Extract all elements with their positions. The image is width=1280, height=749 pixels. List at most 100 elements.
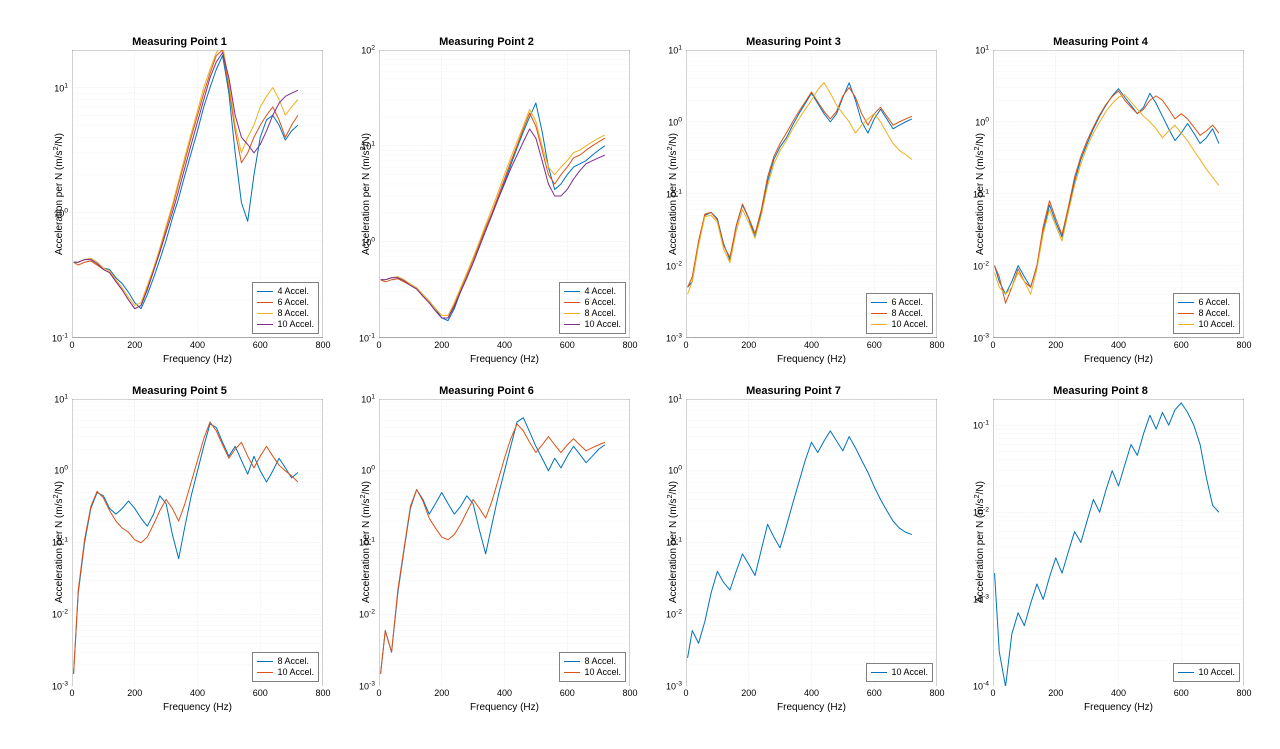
legend: 8 Accel.10 Accel. — [559, 652, 626, 682]
x-tick-label: 400 — [497, 686, 512, 698]
y-tick-label: 101 — [361, 393, 379, 404]
panel-7: Measuring Point 7Acceleration per N (m/s… — [650, 385, 937, 714]
legend-label: 10 Accel. — [891, 667, 928, 678]
y-tick-label: 10-2 — [666, 609, 686, 620]
legend-entry: 10 Accel. — [1178, 319, 1235, 330]
x-axis-label: Frequency (Hz) — [72, 702, 323, 713]
x-tick-label: 0 — [69, 686, 74, 698]
legend-label: 6 Accel. — [584, 297, 616, 308]
legend-label: 8 Accel. — [891, 308, 923, 319]
x-tick-label: 200 — [127, 338, 142, 350]
y-tick-label: 100 — [668, 465, 686, 476]
x-tick-label: 800 — [929, 686, 944, 698]
y-tick-label: 10-3 — [973, 593, 993, 604]
legend-label: 10 Accel. — [277, 319, 314, 330]
legend-entry: 10 Accel. — [257, 319, 314, 330]
plot-svg — [379, 399, 630, 687]
legend-label: 10 Accel. — [277, 667, 314, 678]
x-tick-label: 800 — [929, 338, 944, 350]
legend-swatch — [257, 302, 273, 303]
legend: 6 Accel.8 Accel.10 Accel. — [866, 293, 933, 333]
legend-label: 10 Accel. — [584, 667, 621, 678]
legend-label: 6 Accel. — [1198, 297, 1230, 308]
legend-label: 8 Accel. — [1198, 308, 1230, 319]
legend-label: 6 Accel. — [891, 297, 923, 308]
axes: Acceleration per N (m/s2/N)10-310-210-11… — [379, 399, 630, 687]
legend-label: 4 Accel. — [584, 286, 616, 297]
y-axis-label: Acceleration per N (m/s2/N) — [51, 133, 65, 255]
legend-swatch — [871, 672, 887, 673]
plot-svg — [686, 399, 937, 687]
legend-label: 6 Accel. — [277, 297, 309, 308]
axes: Acceleration per N (m/s2/N)10-1100101020… — [72, 50, 323, 338]
x-tick-label: 200 — [434, 338, 449, 350]
x-tick-label: 0 — [376, 686, 381, 698]
x-axis-label: Frequency (Hz) — [379, 702, 630, 713]
legend-label: 10 Accel. — [1198, 319, 1235, 330]
x-tick-label: 400 — [190, 686, 205, 698]
y-tick-label: 101 — [975, 45, 993, 56]
x-axis-label: Frequency (Hz) — [993, 702, 1244, 713]
y-axis-label: Acceleration per N (m/s2/N) — [972, 481, 986, 603]
legend-entry: 4 Accel. — [564, 286, 621, 297]
y-tick-label: 10-1 — [973, 419, 993, 430]
y-tick-label: 101 — [668, 45, 686, 56]
legend: 4 Accel.6 Accel.8 Accel.10 Accel. — [252, 282, 319, 333]
axes: Acceleration per N (m/s2/N)10-310-210-11… — [993, 50, 1244, 338]
panel-title: Measuring Point 3 — [650, 36, 937, 48]
legend-swatch — [564, 302, 580, 303]
legend-entry: 6 Accel. — [257, 297, 314, 308]
axes: Acceleration per N (m/s2/N)10-1100101102… — [379, 50, 630, 338]
panel-1: Measuring Point 1 Acceleration per N (m/s… — [36, 36, 323, 365]
legend: 10 Accel. — [866, 663, 933, 682]
y-tick-label: 100 — [54, 207, 72, 218]
legend-swatch — [257, 672, 273, 673]
axes: Acceleration per N (m/s2/N)10-310-210-11… — [72, 399, 323, 687]
panel-title: Measuring Point 5 — [36, 385, 323, 397]
panel-8: Measuring Point 8Acceleration per N (m/s… — [957, 385, 1244, 714]
legend-swatch — [564, 324, 580, 325]
x-tick-label: 600 — [867, 686, 882, 698]
x-tick-label: 0 — [69, 338, 74, 350]
legend-swatch — [1178, 672, 1194, 673]
x-axis-label: Frequency (Hz) — [993, 354, 1244, 365]
subplot-grid: Measuring Point 1 Acceleration per N (m/s… — [0, 0, 1280, 749]
y-tick-label: 10-2 — [666, 260, 686, 271]
x-tick-label: 200 — [434, 686, 449, 698]
y-tick-label: 100 — [668, 116, 686, 127]
legend-entry: 10 Accel. — [1178, 667, 1235, 678]
plot-svg — [993, 399, 1244, 687]
x-tick-label: 600 — [253, 338, 268, 350]
legend-entry: 10 Accel. — [257, 667, 314, 678]
panel-title: Measuring Point 6 — [343, 385, 630, 397]
x-tick-label: 400 — [190, 338, 205, 350]
legend-swatch — [1178, 302, 1194, 303]
panel-3: Measuring Point 3Acceleration per N (m/s… — [650, 36, 937, 365]
legend-swatch — [564, 661, 580, 662]
x-tick-label: 0 — [376, 338, 381, 350]
legend: 10 Accel. — [1173, 663, 1240, 682]
legend-label: 10 Accel. — [891, 319, 928, 330]
legend-entry: 8 Accel. — [257, 656, 314, 667]
x-tick-label: 200 — [741, 686, 756, 698]
x-axis-label: Frequency (Hz) — [379, 354, 630, 365]
y-tick-label: 101 — [54, 393, 72, 404]
panel-title: Measuring Point 1 — [36, 36, 323, 48]
x-tick-label: 800 — [315, 338, 330, 350]
axes: Acceleration per N (m/s2/N)10-410-310-21… — [993, 399, 1244, 687]
x-tick-label: 200 — [741, 338, 756, 350]
x-tick-label: 400 — [804, 338, 819, 350]
legend: 4 Accel.6 Accel.8 Accel.10 Accel. — [559, 282, 626, 333]
y-tick-label: 10-2 — [52, 609, 72, 620]
legend-swatch — [1178, 313, 1194, 314]
y-tick-label: 101 — [668, 393, 686, 404]
legend-label: 8 Accel. — [277, 656, 309, 667]
legend-swatch — [564, 313, 580, 314]
y-tick-label: 10-2 — [359, 609, 379, 620]
panel-4: Measuring Point 4Acceleration per N (m/s… — [957, 36, 1244, 365]
legend-entry: 6 Accel. — [564, 297, 621, 308]
y-tick-label: 102 — [361, 45, 379, 56]
y-tick-label: 100 — [54, 465, 72, 476]
legend: 6 Accel.8 Accel.10 Accel. — [1173, 293, 1240, 333]
legend-swatch — [1178, 324, 1194, 325]
